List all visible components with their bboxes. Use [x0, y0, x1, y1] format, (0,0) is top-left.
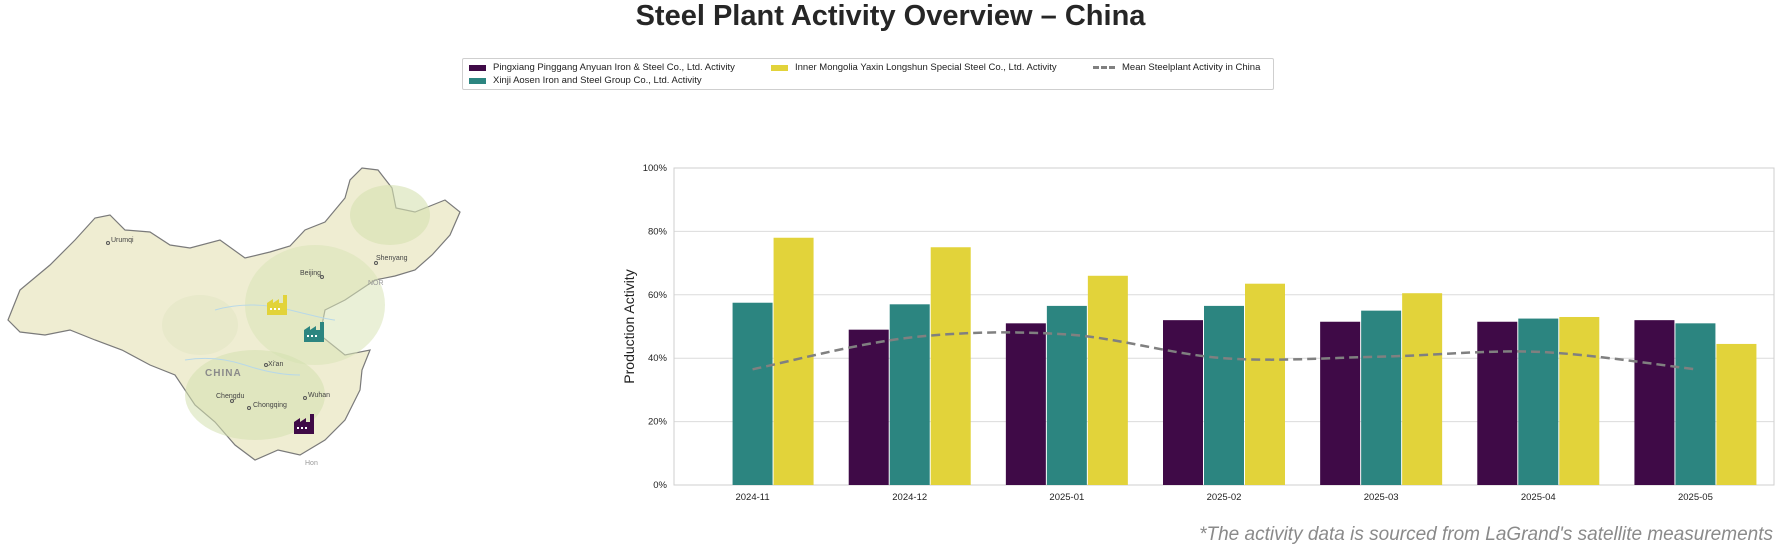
city-marker-urumqi: [106, 241, 110, 245]
city-marker-chengdu: [230, 399, 234, 403]
plant-marker-pingxiang[interactable]: [294, 414, 314, 434]
x-tick-label: 2025-02: [1207, 492, 1242, 503]
x-tick-label: 2024-12: [892, 492, 927, 503]
bar: [1204, 305, 1244, 485]
y-tick-label: 100%: [643, 163, 668, 174]
chart-title: Steel Plant Activity Overview – China: [635, 0, 1146, 32]
y-axis-label: Production Activity: [621, 269, 637, 383]
city-label-chengdu: Chengdu: [216, 393, 245, 400]
bar: [1087, 275, 1128, 485]
bar: [930, 247, 971, 485]
legend-label-xinji: Xinji Aosen Iron and Steel Group Co., Lt…: [493, 75, 702, 86]
legend-swatch-inner-mongolia: [771, 64, 788, 71]
city-label-shenyang: Shenyang: [376, 255, 408, 262]
x-tick-label: 2024-11: [735, 492, 769, 503]
bar: [1477, 321, 1518, 485]
footnote: *The activity data is sourced from LaGra…: [1199, 524, 1773, 545]
plant-marker-xinji[interactable]: [304, 322, 324, 342]
bar: [848, 329, 889, 485]
legend: Pingxiang Pinggang Anyuan Iron & Steel C…: [462, 58, 1274, 90]
china-map-svg: Urumqi Beijing Shenyang Xi'an Chengdu Ch…: [7, 167, 461, 467]
bar-chart-svg: 0% 20% 40% 60% 80% 100% Production Activity 202…: [621, 163, 1775, 503]
factory-icon: [267, 295, 287, 315]
city-marker-shenyang: [374, 261, 378, 265]
legend-item-inner-mongolia: Inner Mongolia Yaxin Longshun Special St…: [771, 62, 1057, 73]
map-label-partial-south: Hon: [305, 460, 318, 467]
x-tick-label: 2025-04: [1521, 492, 1556, 503]
city-label-wuhan: Wuhan: [308, 392, 330, 399]
bar: [1402, 293, 1443, 485]
bar: [1163, 320, 1203, 485]
country-label: CHINA: [205, 368, 242, 379]
city-label-chongqing: Chongqing: [253, 402, 287, 409]
river-yellow: [214, 304, 336, 321]
china-map: Urumqi Beijing Shenyang Xi'an Chengdu Ch…: [0, 160, 470, 500]
y-tick-label: 80%: [648, 226, 668, 237]
city-label-beijing: Beijing: [300, 270, 321, 277]
factory-icon: [304, 322, 324, 342]
terrain-shade-central: [162, 295, 238, 355]
bar: [1361, 310, 1402, 485]
bar: [1005, 323, 1046, 485]
city-marker-beijing: [320, 275, 324, 279]
river-yangtze: [184, 357, 301, 376]
legend-label-mean: Mean Steelplant Activity in China: [1122, 62, 1261, 73]
legend-label-pingxiang: Pingxiang Pinggang Anyuan Iron & Steel C…: [493, 62, 735, 73]
legend-item-pingxiang: Pingxiang Pinggang Anyuan Iron & Steel C…: [469, 62, 735, 73]
bar: [1634, 320, 1675, 485]
bar: [1320, 321, 1361, 485]
legend-swatch-mean: [1093, 66, 1115, 69]
city-label-urumqi: Urumqi: [111, 237, 134, 244]
terrain-shade-south: [185, 350, 325, 440]
bar: [889, 304, 930, 485]
map-label-partial-north: NOR: [368, 280, 384, 287]
x-tick-label: 2025-01: [1049, 492, 1084, 503]
bar: [1245, 283, 1285, 485]
legend-label-inner-mongolia: Inner Mongolia Yaxin Longshun Special St…: [795, 62, 1057, 73]
factory-icon: [294, 414, 314, 434]
x-tick-label: 2025-05: [1678, 492, 1713, 503]
y-tick-label: 40%: [648, 353, 668, 364]
legend-swatch-xinji: [469, 77, 486, 84]
y-tick-label: 0%: [653, 480, 667, 491]
bar-chart: 0% 20% 40% 60% 80% 100% Production Activity 202…: [600, 150, 1781, 510]
y-tick-label: 20%: [648, 417, 668, 428]
x-tick-label: 2025-03: [1364, 492, 1399, 503]
y-tick-label: 60%: [648, 290, 668, 301]
legend-item-xinji: Xinji Aosen Iron and Steel Group Co., Lt…: [469, 75, 702, 86]
city-label-xian: Xi'an: [268, 361, 283, 368]
bar: [1046, 305, 1087, 485]
terrain-shade-east: [245, 245, 385, 365]
bar: [1518, 318, 1559, 485]
bar: [1675, 323, 1716, 485]
plant-marker-inner-mongolia[interactable]: [267, 295, 287, 315]
bar: [773, 237, 814, 485]
city-marker-chongqing: [247, 406, 251, 410]
bar: [732, 302, 773, 485]
terrain-shade-northeast: [350, 185, 430, 245]
bar: [1559, 316, 1600, 485]
legend-item-mean: Mean Steelplant Activity in China: [1093, 62, 1260, 73]
city-marker-wuhan: [303, 396, 307, 400]
bar: [1716, 343, 1757, 485]
legend-swatch-pingxiang: [469, 64, 486, 71]
city-marker-xian: [264, 363, 268, 367]
